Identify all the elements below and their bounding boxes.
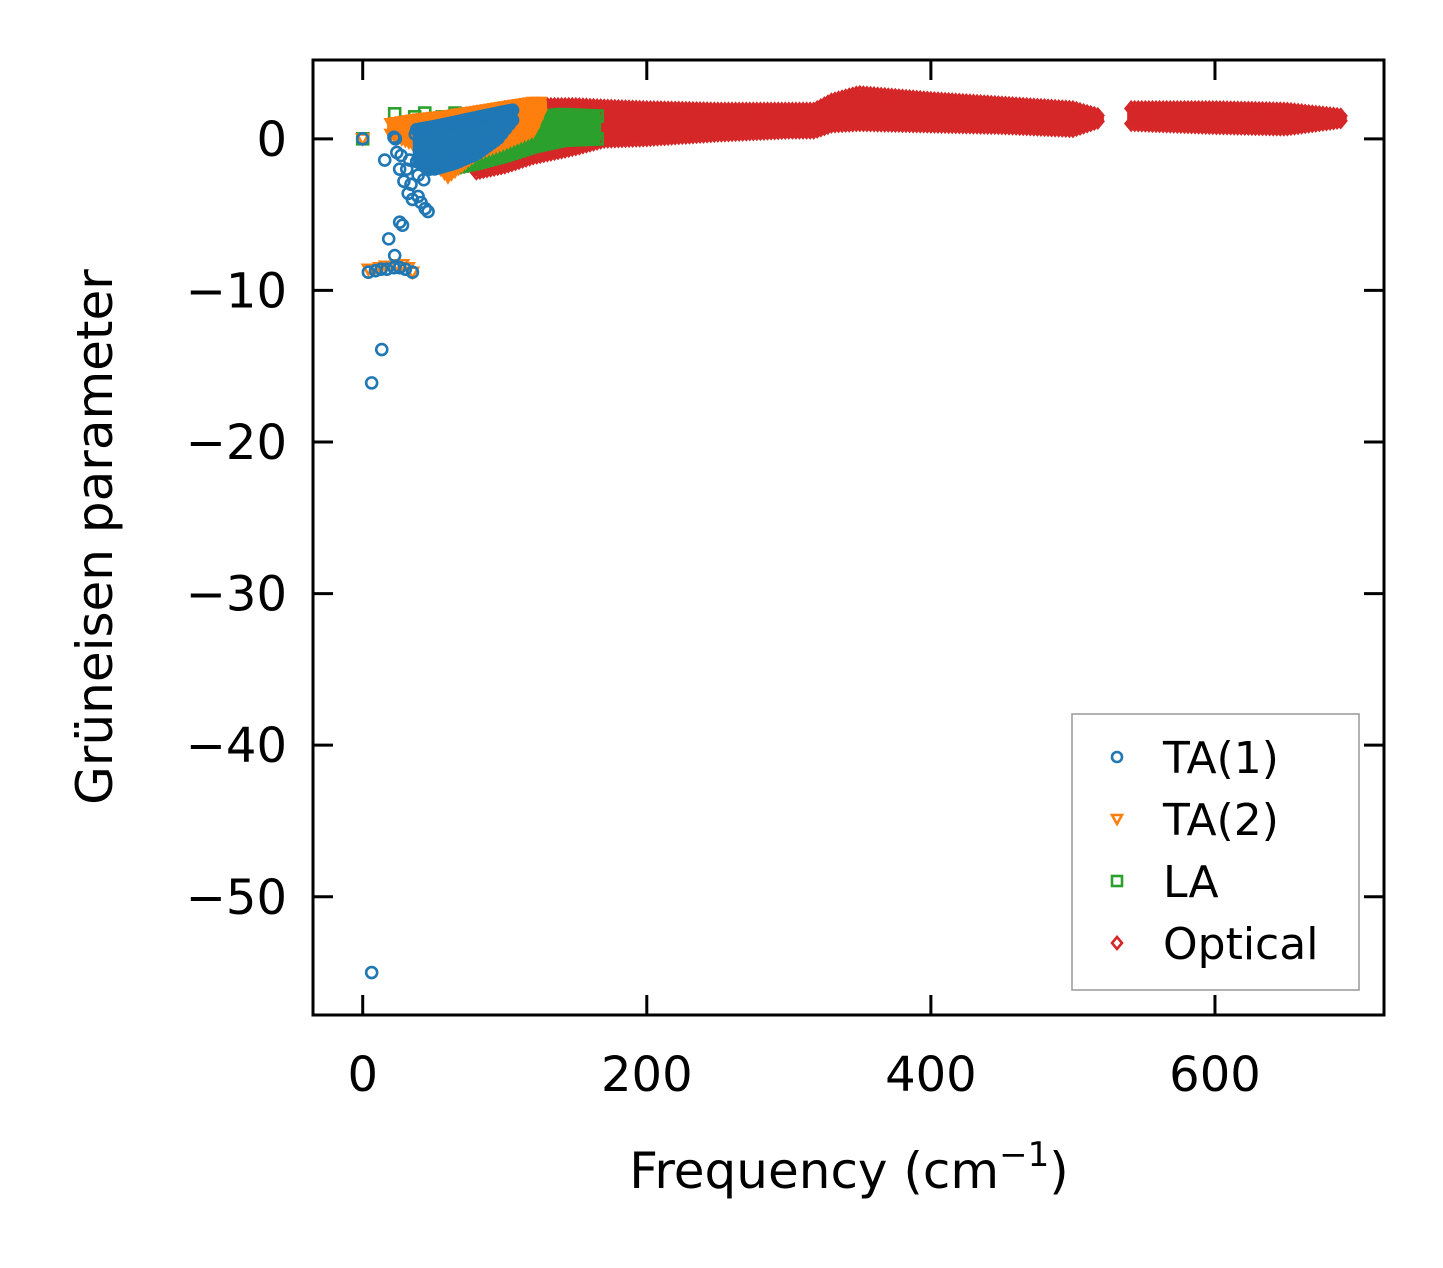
data-point [397,174,411,189]
plot-marks [355,84,1348,980]
data-point [525,125,541,140]
legend-marker-icon [1110,874,1124,888]
data-point [532,109,548,124]
data-point [813,120,828,138]
legend: TA(1) TA(2) LA Optical [1071,713,1360,991]
data-point [361,265,376,280]
data-point [834,89,850,107]
data-point [381,232,396,246]
data-point [374,262,388,276]
data-point [1329,112,1345,131]
data-point [806,122,821,140]
y-axis-label: Grüneisen parameter [66,269,124,805]
data-point [1090,112,1105,130]
data-point [392,260,407,275]
series-optical [469,84,1348,181]
x-tick-label: 600 [1169,1047,1261,1103]
data-point [1090,106,1105,125]
data-point [838,88,853,106]
x-tick-label: 0 [347,1047,378,1103]
x-axis-label-sup: −1 [999,1135,1049,1175]
legend-label: TA(2) [1162,795,1279,846]
data-point [388,132,403,146]
x-axis-label-main: Frequency (cm [629,1142,999,1200]
data-point [405,265,420,280]
y-tick-label: −50 [186,870,287,926]
data-point [824,92,839,110]
data-point [1065,121,1081,139]
axis-ticks: 0 200 400 600 0 −10 −20 −30 −40 −50 [186,60,1384,1103]
data-point [1072,118,1088,136]
x-axis-label-end: ) [1049,1142,1069,1200]
legend-label: Optical [1163,919,1318,970]
y-tick-label: −20 [186,415,287,471]
data-point [364,965,379,980]
legend-marker-icon [1110,934,1124,952]
data-point [827,91,843,109]
y-tick-label: −10 [186,263,287,319]
legend-entry-ta-1: TA(1) [1110,733,1279,784]
data-point [590,109,604,123]
data-point [418,201,433,216]
x-tick-label: 200 [601,1047,693,1103]
data-point [1069,119,1084,138]
legend-entry-optical: Optical [1110,919,1318,970]
data-point [1333,112,1348,130]
data-point [529,117,545,132]
data-point [392,215,407,229]
legend-marker-icon [1109,813,1125,827]
data-point [395,218,410,233]
data-point [532,96,548,111]
data-point [1076,117,1091,135]
data-point [392,162,407,176]
legend-label: LA [1163,857,1219,908]
legend-label: TA(1) [1162,733,1279,784]
y-tick-label: −40 [186,718,287,774]
data-point [810,121,825,139]
data-point [505,113,520,127]
legend-entry-la: LA [1110,857,1219,908]
data-point [590,132,604,146]
data-point [416,172,431,187]
legend-marker-icon [1110,750,1124,764]
y-tick-label: −30 [186,567,287,623]
data-point [404,177,418,192]
x-tick-label: 400 [885,1047,977,1103]
plot-frame [311,58,1386,1017]
data-point [377,153,392,167]
y-tick-label: 0 [256,112,287,168]
data-point [817,119,832,137]
data-point [831,90,846,108]
data-point [1087,105,1102,124]
data-point [842,87,857,105]
data-point [364,376,379,390]
data-point [408,127,423,142]
x-axis-label: Frequency (cm−1) [629,1135,1069,1200]
data-point [421,204,435,219]
data-point [1079,116,1095,134]
series-ta-1 [355,103,520,980]
data-point [425,153,440,167]
data-point [355,132,370,146]
data-point [1333,107,1348,125]
data-point [380,262,394,276]
data-point [402,153,417,167]
data-point [374,342,389,357]
data-point [398,262,413,276]
legend-entry-ta-2: TA(2) [1109,795,1279,846]
